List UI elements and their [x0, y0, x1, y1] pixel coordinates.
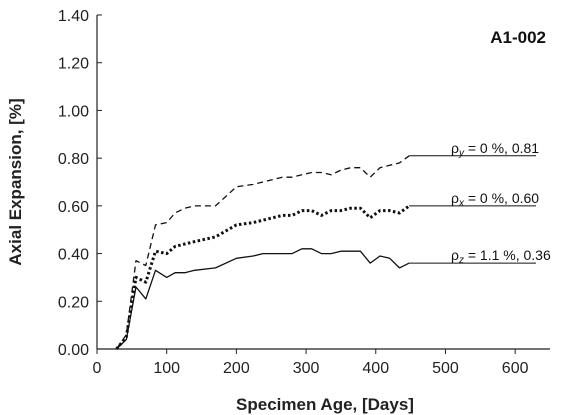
- y-tick-label: 1.20: [58, 56, 89, 73]
- y-tick-label: 0.00: [58, 342, 89, 359]
- x-tick-label: 500: [432, 360, 459, 377]
- y-tick-label: 0.80: [58, 151, 89, 168]
- x-tick-label: 300: [293, 360, 320, 377]
- axes-layer: 0.00 0.20 0.40 0.60 0.80 1.00 1.20 1.40 0 100 200 3…: [58, 8, 550, 377]
- series-layer: [115, 155, 411, 350]
- panel-label: A1-002: [490, 28, 546, 47]
- y-tick-label: 1.00: [58, 103, 89, 120]
- y-axis-title: Axial Expansion, [%]: [6, 98, 25, 265]
- annotation-layer: ρy = 0 %, 0.81 ρx = 0 %, 0.60 ρz = 1.1 %, …: [409, 140, 551, 266]
- series-label-z: ρz = 1.1 %, 0.36: [451, 247, 551, 266]
- x-tick-label: 200: [223, 360, 250, 377]
- x-axis-title: Specimen Age, [Days]: [236, 395, 414, 414]
- series-line-x: [115, 204, 411, 350]
- y-tick-label: 1.40: [58, 8, 89, 25]
- x-tick-label: 0: [93, 360, 102, 377]
- series-label-y: ρy = 0 %, 0.81: [451, 140, 539, 159]
- y-tick-label: 0.60: [58, 199, 89, 216]
- series-label-x: ρx = 0 %, 0.60: [451, 190, 539, 209]
- series-line-z: [116, 248, 410, 350]
- x-tick-label: 100: [153, 360, 180, 377]
- y-tick-label: 0.20: [58, 294, 89, 311]
- y-tick-label: 0.40: [58, 247, 89, 264]
- x-tick-label: 400: [362, 360, 389, 377]
- series-line-y: [115, 155, 410, 350]
- x-tick-label: 600: [502, 360, 529, 377]
